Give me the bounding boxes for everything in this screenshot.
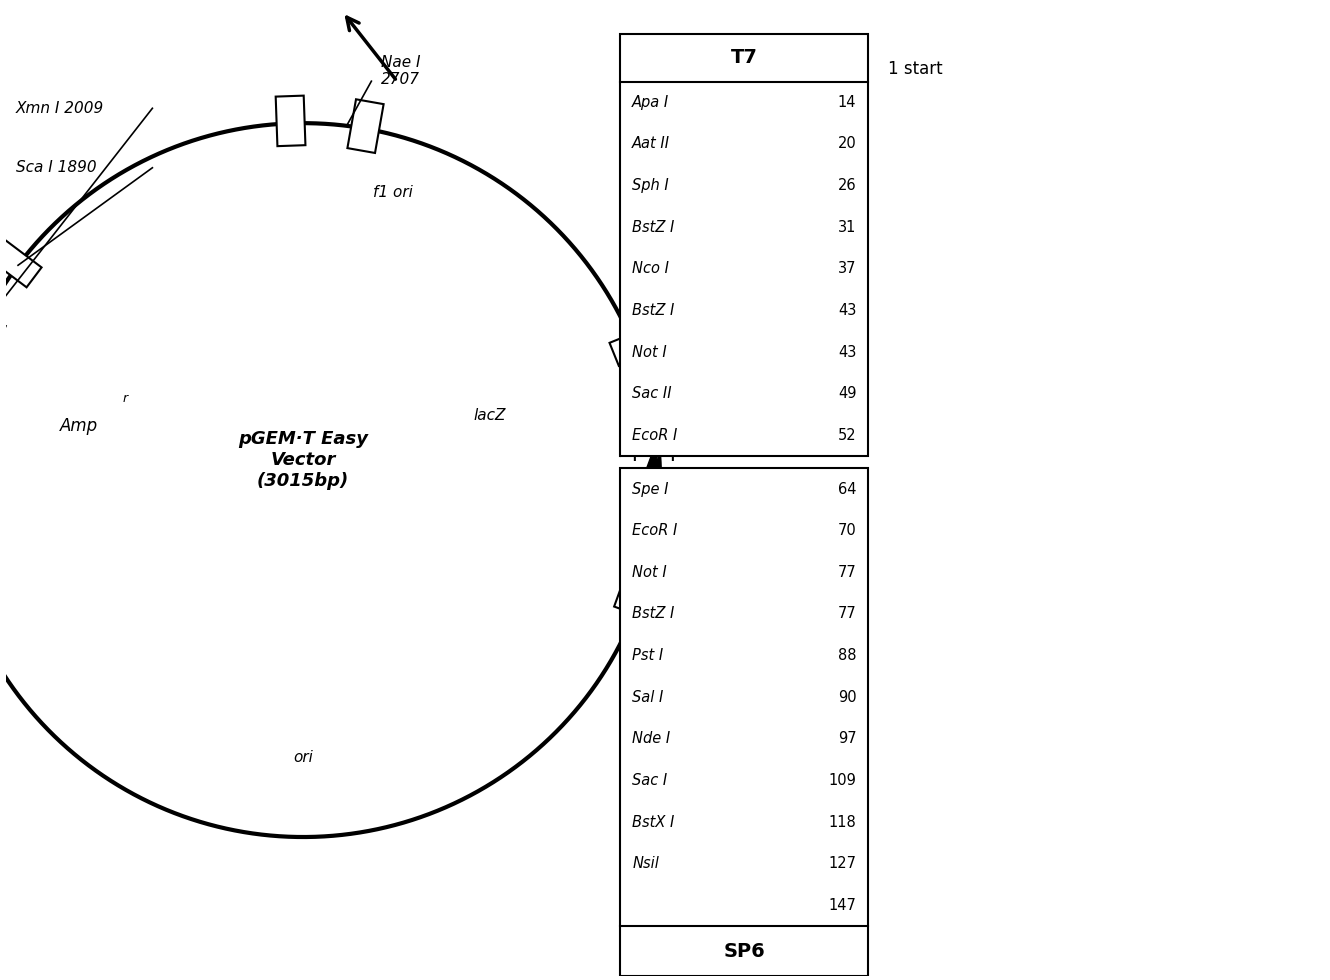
- Text: Amp: Amp: [60, 416, 98, 434]
- Text: f1 ori: f1 ori: [372, 185, 412, 200]
- Text: 77: 77: [838, 564, 857, 580]
- Polygon shape: [347, 99, 383, 153]
- Text: Nde I: Nde I: [632, 731, 670, 747]
- Text: Sac II: Sac II: [632, 386, 672, 402]
- Text: T: T: [630, 454, 638, 464]
- Text: 26: 26: [838, 178, 857, 193]
- Bar: [620, 34, 868, 457]
- Text: Apa I: Apa I: [632, 95, 669, 110]
- Text: Nae I
2707: Nae I 2707: [382, 55, 420, 87]
- Text: BstZ I: BstZ I: [632, 220, 674, 235]
- Text: r: r: [122, 392, 128, 406]
- Text: EcoR I: EcoR I: [632, 523, 678, 538]
- Text: T: T: [669, 454, 677, 464]
- Text: EcoR I: EcoR I: [632, 428, 678, 443]
- Text: 147: 147: [829, 898, 857, 913]
- Text: Sph I: Sph I: [632, 178, 669, 193]
- Text: 20: 20: [838, 136, 857, 152]
- Polygon shape: [275, 96, 306, 146]
- Bar: [620, 468, 868, 976]
- Polygon shape: [644, 450, 664, 476]
- Polygon shape: [633, 514, 684, 546]
- Text: pGEM·T Easy
Vector
(3015bp): pGEM·T Easy Vector (3015bp): [238, 430, 368, 490]
- Text: Spe I: Spe I: [632, 481, 669, 497]
- Text: 118: 118: [829, 814, 857, 830]
- Text: T7: T7: [732, 48, 758, 68]
- Text: Nsil: Nsil: [632, 857, 660, 871]
- Polygon shape: [629, 388, 681, 422]
- Text: 49: 49: [838, 386, 857, 402]
- Text: BstX I: BstX I: [632, 814, 674, 830]
- Text: 52: 52: [838, 428, 857, 443]
- Text: Not I: Not I: [632, 345, 668, 360]
- Text: 77: 77: [838, 607, 857, 621]
- Text: 37: 37: [838, 262, 857, 276]
- Text: 109: 109: [829, 773, 857, 788]
- Text: lacZ: lacZ: [473, 408, 507, 423]
- Text: 1 start: 1 start: [888, 60, 943, 78]
- Text: 43: 43: [838, 303, 857, 318]
- Text: Nco I: Nco I: [632, 262, 669, 276]
- Text: Xmn I 2009: Xmn I 2009: [16, 101, 104, 116]
- Polygon shape: [614, 583, 668, 623]
- Text: 70: 70: [838, 523, 857, 538]
- Text: Aat II: Aat II: [632, 136, 670, 152]
- Text: ori: ori: [293, 751, 313, 765]
- Text: 31: 31: [838, 220, 857, 235]
- Text: BstZ I: BstZ I: [632, 303, 674, 318]
- Text: Sal I: Sal I: [632, 690, 664, 705]
- Text: SP6: SP6: [724, 942, 765, 960]
- Text: 14: 14: [838, 95, 857, 110]
- Text: Sca I 1890: Sca I 1890: [16, 161, 96, 175]
- Polygon shape: [0, 305, 5, 352]
- Text: Not I: Not I: [632, 564, 668, 580]
- Text: 88: 88: [838, 648, 857, 663]
- Text: 90: 90: [838, 690, 857, 705]
- Text: 97: 97: [838, 731, 857, 747]
- Text: 127: 127: [829, 857, 857, 871]
- Polygon shape: [0, 240, 41, 287]
- Text: BstZ I: BstZ I: [632, 607, 674, 621]
- Polygon shape: [609, 325, 662, 366]
- Text: Pst I: Pst I: [632, 648, 664, 663]
- Text: 43: 43: [838, 345, 857, 360]
- Text: Sac I: Sac I: [632, 773, 668, 788]
- Text: 64: 64: [838, 481, 857, 497]
